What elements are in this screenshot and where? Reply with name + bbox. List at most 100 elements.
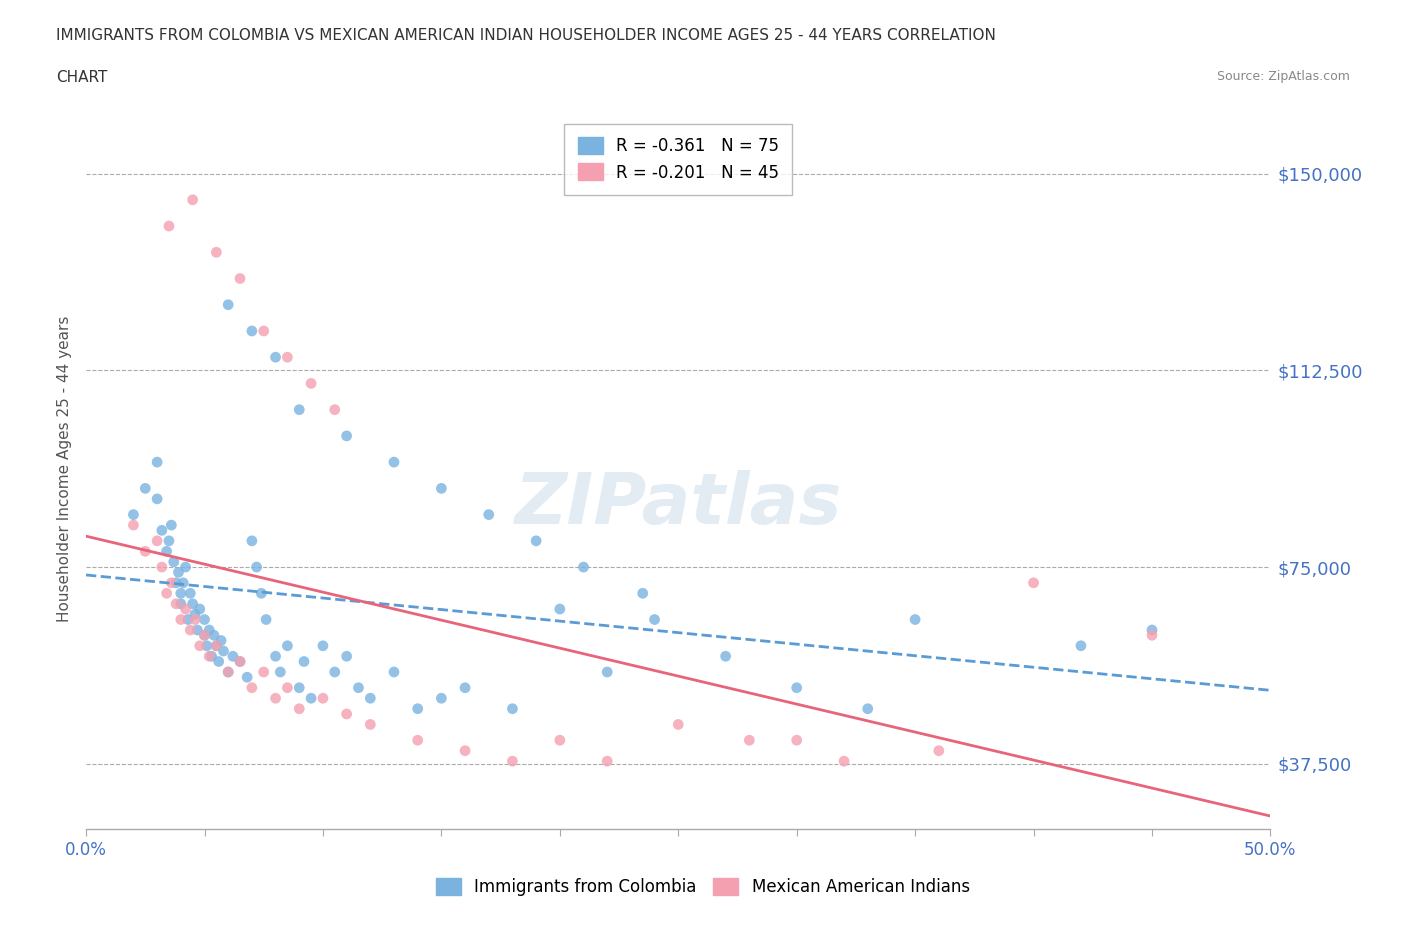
Point <box>198 622 221 637</box>
Point <box>134 481 156 496</box>
Point <box>299 691 322 706</box>
Point <box>548 602 571 617</box>
Legend: R = -0.361   N = 75, R = -0.201   N = 45: R = -0.361 N = 75, R = -0.201 N = 45 <box>564 124 792 195</box>
Point <box>312 691 335 706</box>
Point <box>454 681 477 696</box>
Point <box>188 602 211 617</box>
Point <box>430 691 453 706</box>
Point <box>714 649 737 664</box>
Point <box>167 565 190 579</box>
Point <box>904 612 927 627</box>
Point <box>276 350 298 365</box>
Point <box>336 429 359 444</box>
Point <box>254 612 277 627</box>
Point <box>478 507 501 522</box>
Point <box>229 654 252 669</box>
Point <box>928 743 950 758</box>
Point <box>1022 576 1045 591</box>
Y-axis label: Householder Income Ages 25 - 44 years: Householder Income Ages 25 - 44 years <box>58 315 72 622</box>
Point <box>155 586 177 601</box>
Point <box>644 612 666 627</box>
Point <box>430 481 453 496</box>
Point <box>134 544 156 559</box>
Point <box>596 753 619 768</box>
Point <box>202 628 225 643</box>
Point <box>382 665 405 680</box>
Point <box>253 665 276 680</box>
Point <box>832 753 855 768</box>
Point <box>174 560 197 575</box>
Point <box>212 644 235 658</box>
Point <box>157 534 180 549</box>
Point <box>222 649 245 664</box>
Point <box>524 534 547 549</box>
Point <box>288 701 311 716</box>
Point <box>184 612 207 627</box>
Point <box>195 638 218 653</box>
Point <box>276 638 298 653</box>
Point <box>288 681 311 696</box>
Point <box>181 596 204 611</box>
Point <box>359 691 381 706</box>
Point <box>193 612 215 627</box>
Point <box>347 681 370 696</box>
Point <box>406 701 429 716</box>
Point <box>323 665 346 680</box>
Point <box>201 649 224 664</box>
Point <box>165 596 187 611</box>
Text: CHART: CHART <box>56 70 108 85</box>
Point <box>163 554 186 569</box>
Point <box>150 560 173 575</box>
Point <box>501 701 523 716</box>
Point <box>1070 638 1092 653</box>
Point <box>382 455 405 470</box>
Point <box>454 743 477 758</box>
Point <box>264 691 287 706</box>
Point <box>122 507 145 522</box>
Point <box>236 670 259 684</box>
Point <box>217 298 239 312</box>
Text: IMMIGRANTS FROM COLOMBIA VS MEXICAN AMERICAN INDIAN HOUSEHOLDER INCOME AGES 25 -: IMMIGRANTS FROM COLOMBIA VS MEXICAN AMER… <box>56 28 995 43</box>
Point <box>786 733 808 748</box>
Point <box>229 271 252 286</box>
Point <box>160 518 183 533</box>
Point <box>276 681 298 696</box>
Point <box>170 596 193 611</box>
Point <box>208 654 231 669</box>
Point <box>146 455 169 470</box>
Point <box>269 665 291 680</box>
Point <box>292 654 315 669</box>
Point <box>288 403 311 418</box>
Point <box>229 654 252 669</box>
Point <box>181 193 204 207</box>
Point <box>179 586 201 601</box>
Text: Source: ZipAtlas.com: Source: ZipAtlas.com <box>1216 70 1350 83</box>
Point <box>205 245 228 259</box>
Point <box>170 612 193 627</box>
Point <box>179 622 201 637</box>
Point <box>359 717 381 732</box>
Point <box>165 576 187 591</box>
Point <box>150 523 173 538</box>
Point <box>738 733 761 748</box>
Point <box>174 602 197 617</box>
Point <box>205 638 228 653</box>
Point <box>240 324 263 339</box>
Point <box>501 753 523 768</box>
Text: ZIPatlas: ZIPatlas <box>515 471 842 539</box>
Point <box>217 665 239 680</box>
Point <box>157 219 180 233</box>
Point <box>209 633 232 648</box>
Point <box>240 534 263 549</box>
Point <box>336 649 359 664</box>
Point <box>177 612 200 627</box>
Point <box>184 607 207 622</box>
Point <box>146 491 169 506</box>
Point <box>856 701 879 716</box>
Point <box>253 324 276 339</box>
Point <box>205 638 228 653</box>
Point <box>264 350 287 365</box>
Point <box>240 681 263 696</box>
Point <box>250 586 273 601</box>
Point <box>548 733 571 748</box>
